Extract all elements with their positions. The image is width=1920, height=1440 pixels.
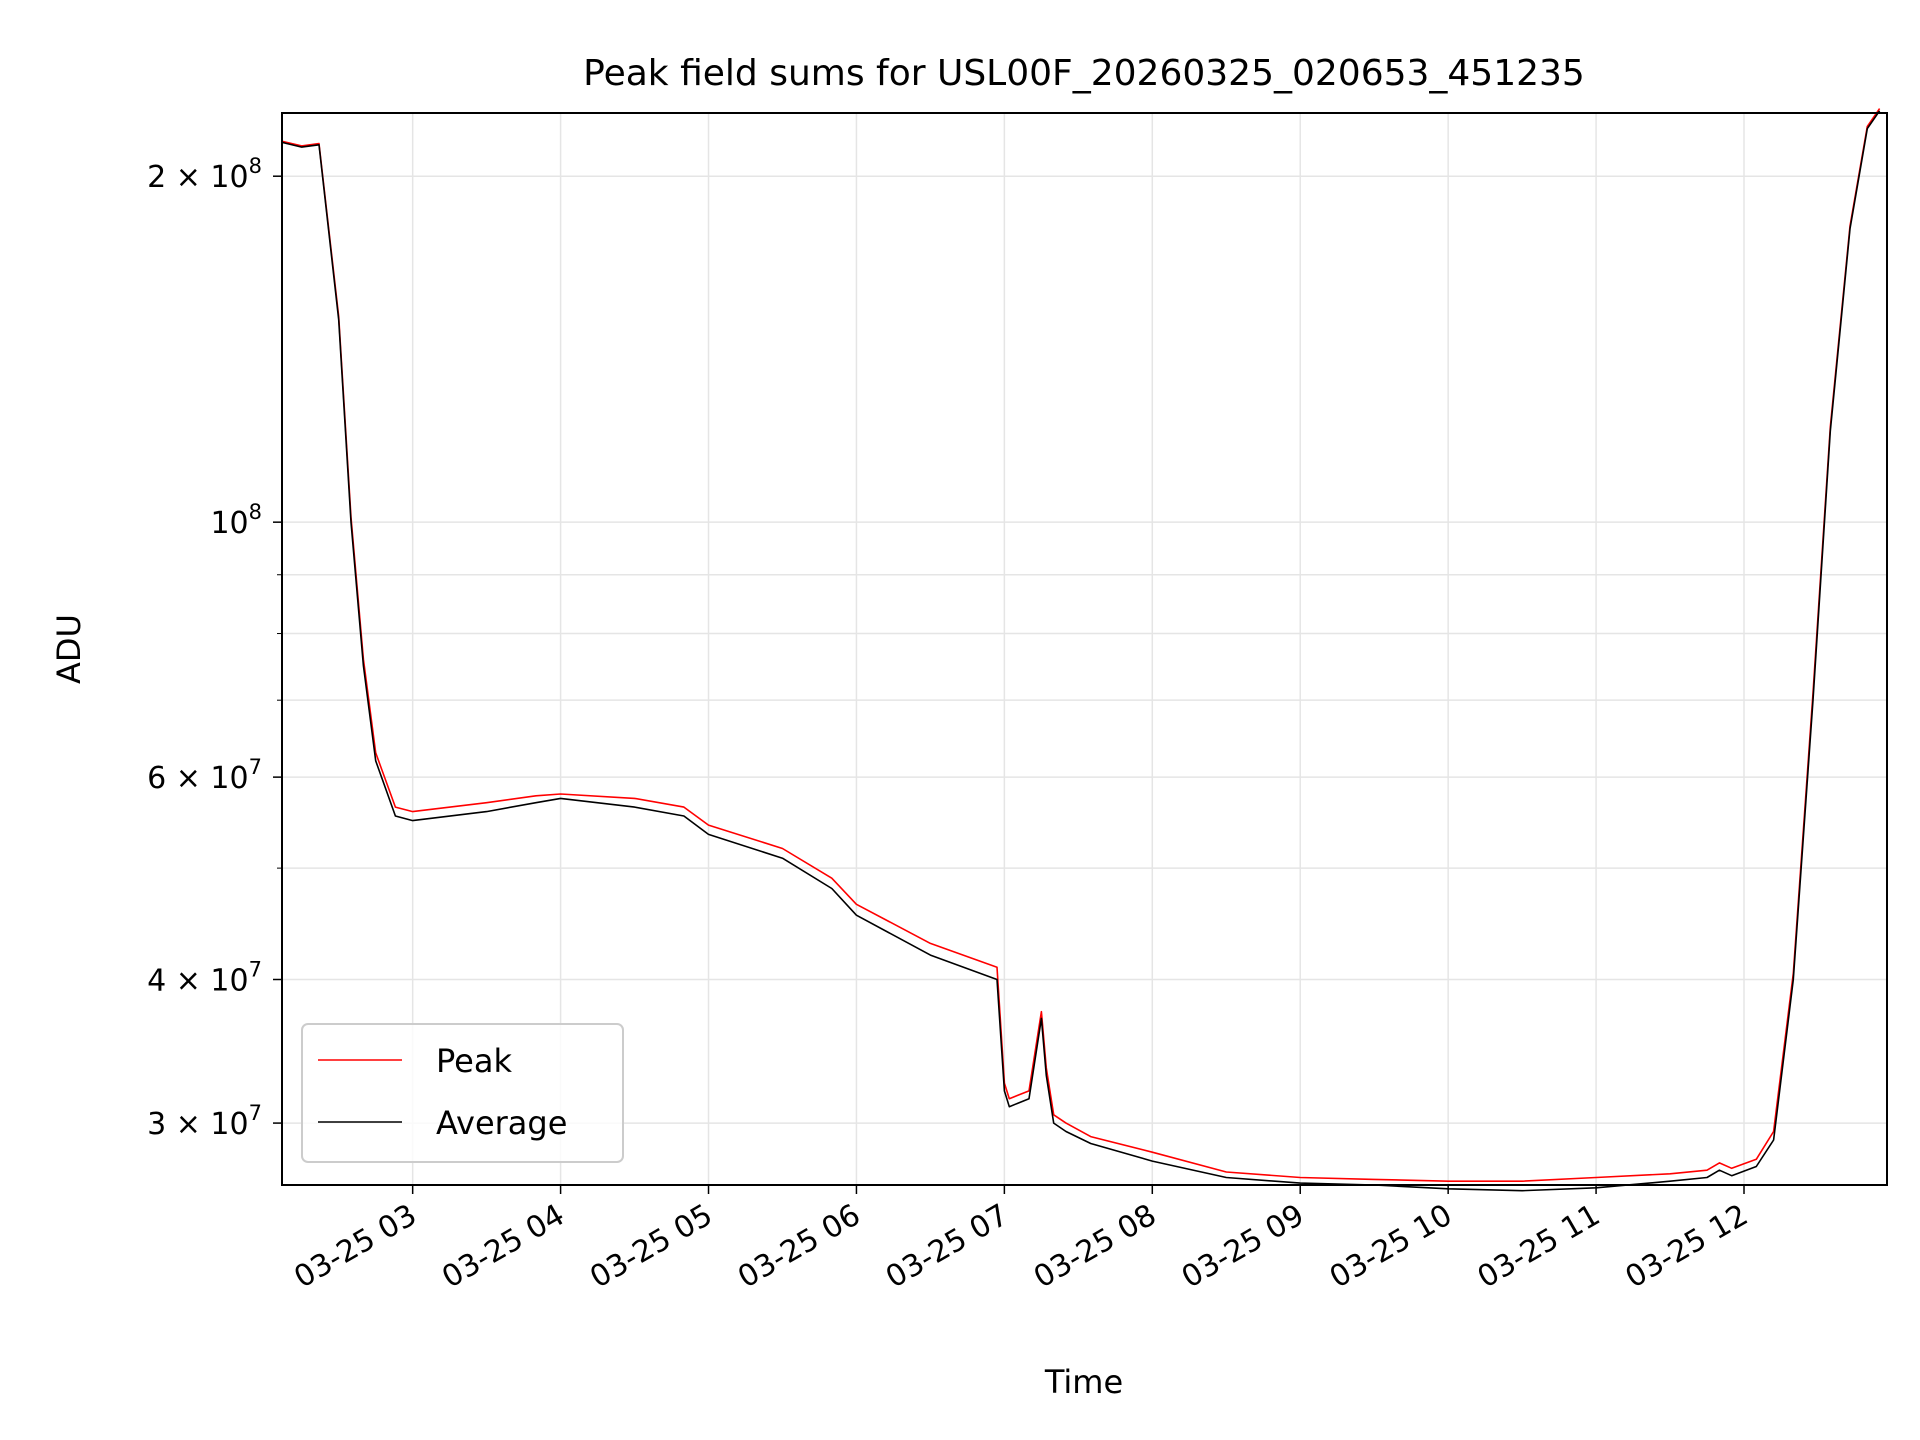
- series-layer: [281, 108, 1881, 1192]
- y-tick-label-base: 2 × 10: [147, 160, 248, 195]
- grid: [282, 113, 1887, 1185]
- plot-frame: [281, 112, 1888, 1186]
- legend-box: [301, 1023, 624, 1163]
- y-tick-label: 108: [210, 500, 262, 541]
- y-tick-label-exponent: 7: [249, 755, 262, 779]
- y-tick-label-exponent: 7: [249, 957, 262, 981]
- y-tick-label-exponent: 8: [249, 154, 262, 178]
- y-tick-label: 4 × 107: [147, 957, 262, 998]
- y-tick-label: 3 × 107: [147, 1101, 262, 1142]
- y-tick-label-base: 6 × 10: [147, 761, 248, 796]
- y-tick-label-base: 10: [210, 506, 248, 541]
- series-line-average: [281, 110, 1881, 1192]
- y-tick-label: 2 × 108: [147, 154, 262, 195]
- y-tick-label-base: 4 × 10: [147, 963, 248, 998]
- legend-label-peak: Peak: [436, 1042, 512, 1080]
- legend-label-average: Average: [436, 1104, 567, 1142]
- x-axis-label: Time: [1044, 1363, 1123, 1401]
- legend: Peak Average: [301, 1023, 624, 1163]
- y-tick-label-exponent: 8: [249, 500, 262, 524]
- y-axis-label: ADU: [50, 614, 88, 684]
- y-tick-label-exponent: 7: [249, 1101, 262, 1125]
- chart-title: Peak field sums for USL00F_20260325_0206…: [583, 53, 1585, 94]
- y-tick-label-base: 3 × 10: [147, 1107, 248, 1142]
- series-line-peak: [281, 108, 1881, 1182]
- y-tick-label: 6 × 107: [147, 755, 262, 796]
